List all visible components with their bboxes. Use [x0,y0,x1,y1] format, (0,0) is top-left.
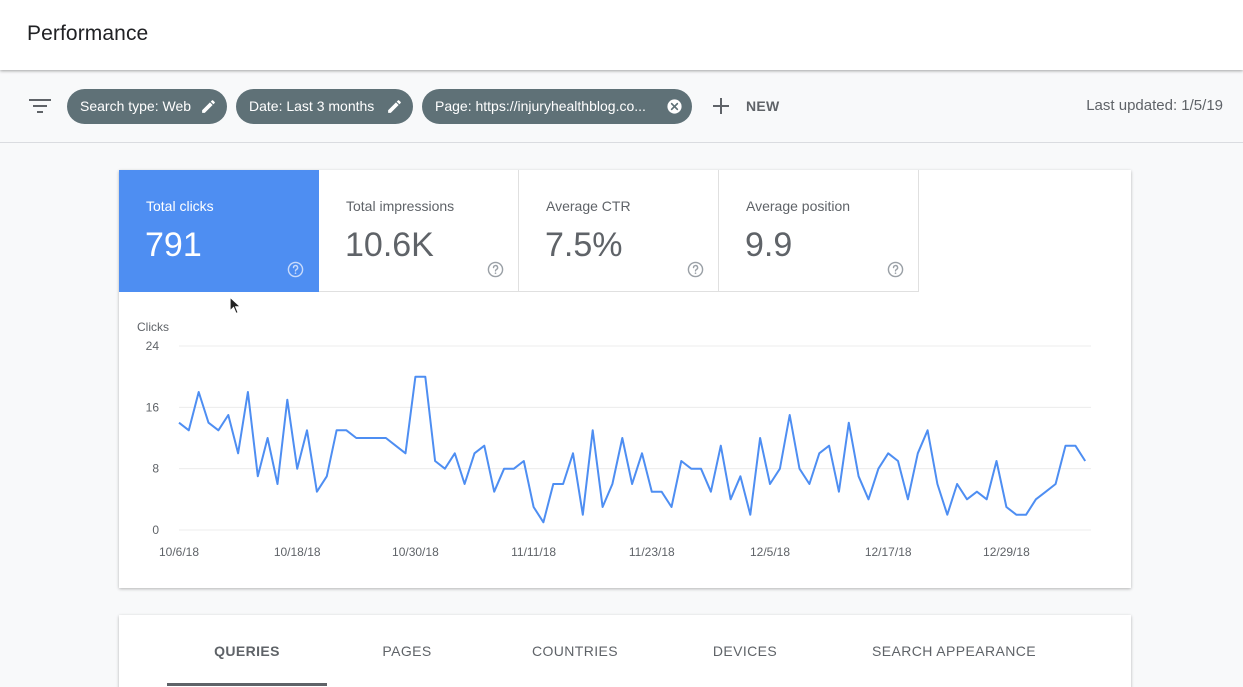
x-tick-label: 12/17/18 [865,545,912,559]
metric-label: Total impressions [346,198,455,214]
y-tick-label: 0 [152,523,159,537]
performance-card: Total clicks 791 Total impressions 10.6K… [119,170,1131,588]
metric-average-position[interactable]: Average position 9.9 [719,170,919,292]
metric-label: Total clicks [146,198,214,214]
metric-value: 791 [145,226,202,264]
active-tab-indicator [167,683,327,686]
help-icon[interactable] [887,261,904,278]
tab-countries[interactable]: COUNTRIES [531,643,619,659]
filter-chip-search-type[interactable]: Search type: Web [67,89,227,124]
metric-label: Average CTR [546,198,631,214]
clicks-line-chart[interactable]: Clicks 0 8 16 24 10/6/18 10/18/18 10/30/18 11/11… [119,310,1131,580]
x-tick-label: 12/5/18 [750,545,790,559]
filter-chip-date[interactable]: Date: Last 3 months [236,89,413,124]
x-tick-label: 10/18/18 [274,545,321,559]
metric-total-clicks[interactable]: Total clicks 791 [119,170,319,292]
close-circle-icon[interactable] [666,98,683,115]
tab-pages[interactable]: PAGES [382,643,432,659]
metric-label: Average position [746,198,851,214]
chip-label: Page: https://injuryhealthblog.co... [435,98,646,114]
tab-search-appearance[interactable]: SEARCH APPEARANCE [872,643,1036,659]
chip-label: Search type: Web [80,98,192,114]
pencil-icon[interactable] [200,98,217,115]
tab-queries[interactable]: QUERIES [214,643,280,659]
x-tick-label: 11/11/18 [511,545,556,559]
metric-average-ctr[interactable]: Average CTR 7.5% [519,170,719,292]
new-filter-label: NEW [746,98,780,114]
help-icon[interactable] [687,261,704,278]
pencil-icon[interactable] [386,98,403,115]
help-icon[interactable] [287,261,304,278]
plus-icon [713,98,729,114]
help-icon[interactable] [487,261,504,278]
y-tick-label: 8 [152,462,159,476]
metric-value: 7.5% [545,226,623,264]
mouse-cursor-icon [229,296,243,315]
metric-value: 10.6K [345,226,434,264]
dimension-tabs: QUERIES PAGES COUNTRIES DEVICES SEARCH A… [119,615,1131,687]
page-title: Performance [27,22,149,45]
metric-total-impressions[interactable]: Total impressions 10.6K [319,170,519,292]
y-tick-label: 24 [146,339,160,353]
app-bar: Performance [0,0,1243,70]
x-tick-label: 12/29/18 [983,545,1030,559]
tab-devices[interactable]: DEVICES [712,643,778,659]
series-line-clicks [178,375,1087,524]
filter-bar: Search type: Web Date: Last 3 months Pag… [0,70,1243,143]
filter-icon[interactable] [29,97,51,115]
x-tick-label: 11/23/18 [629,545,675,559]
y-axis-label: Clicks [137,320,169,334]
y-tick-label: 16 [146,400,160,414]
filter-chip-page[interactable]: Page: https://injuryhealthblog.co... [422,89,692,124]
chip-label: Date: Last 3 months [249,98,375,114]
metric-value: 9.9 [745,226,793,264]
x-tick-label: 10/6/18 [159,545,199,559]
last-updated-text: Last updated: 1/5/19 [1086,97,1223,114]
x-tick-label: 10/30/18 [392,545,439,559]
